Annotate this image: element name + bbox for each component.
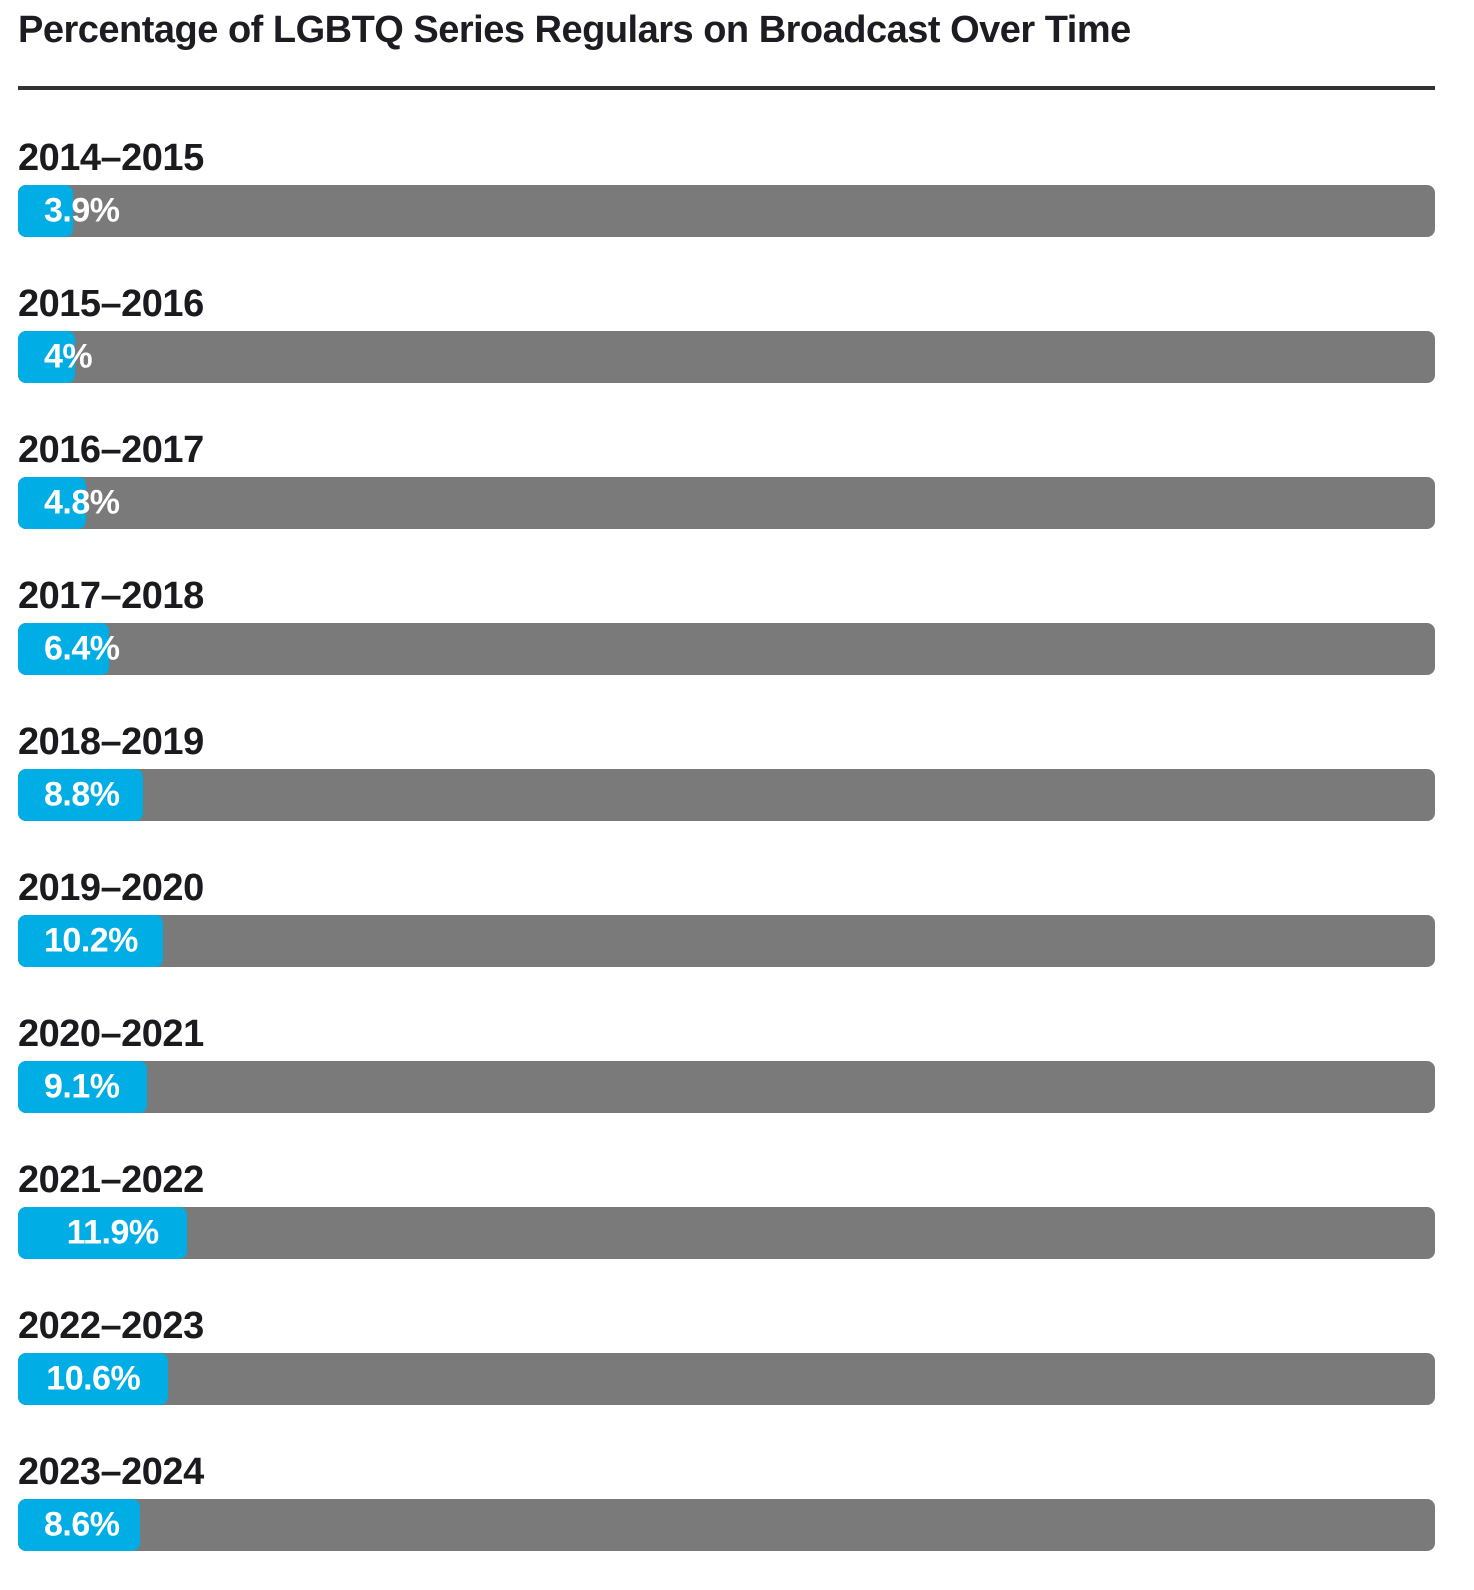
bar-fill: [18, 185, 74, 237]
bar-value-label: 6.4%: [44, 629, 120, 668]
bar-row: 2018–2019 8.8%: [18, 722, 1435, 821]
bar-track: 3.9%: [18, 185, 1435, 237]
bar-row-label: 2016–2017: [18, 429, 204, 471]
bar-track: 4.8%: [18, 477, 1435, 529]
bar-row-label: 2020–2021: [18, 1013, 204, 1055]
bar-row-label: 2015–2016: [18, 283, 204, 325]
bar-row: 2023–2024 8.6%: [18, 1452, 1435, 1551]
bar-row: 2017–2018 6.4%: [18, 576, 1435, 675]
bar-track: 8.6%: [18, 1499, 1435, 1551]
bar-row-label: 2018–2019: [18, 721, 204, 763]
bar-fill: [18, 477, 87, 529]
bar-value-label: 10.6%: [46, 1359, 141, 1398]
bar-fill: [18, 331, 75, 383]
bar-track: 6.4%: [18, 623, 1435, 675]
bar-row-label: 2021–2022: [18, 1159, 204, 1201]
bar-row: 2016–2017 4.8%: [18, 430, 1435, 529]
bar-fill: [18, 623, 109, 675]
bar-row-label: 2022–2023: [18, 1305, 204, 1347]
bar-value-label: 4.8%: [44, 483, 120, 522]
bar-row-label: 2017–2018: [18, 575, 204, 617]
bar-track: 8.8%: [18, 769, 1435, 821]
bar-value-label: 10.2%: [44, 921, 138, 960]
bar-value-label: 8.8%: [44, 775, 120, 814]
bar-row-label: 2014–2015: [18, 137, 204, 179]
bar-row: 2022–2023 10.6%: [18, 1306, 1435, 1405]
bar-fill: [18, 1207, 187, 1259]
bar-value-label: 4%: [44, 337, 93, 376]
bar-row: 2014–2015 3.9%: [18, 138, 1435, 237]
page-title: Percentage of LGBTQ Series Regulars on B…: [18, 9, 1131, 51]
title-divider: [18, 86, 1435, 90]
bar-row: 2020–2021 9.1%: [18, 1014, 1435, 1113]
bar-fill: [18, 1499, 140, 1551]
bar-row: 2015–2016 4%: [18, 284, 1435, 383]
bar-fill: [18, 915, 163, 967]
bar-track: 10.2%: [18, 915, 1435, 967]
bar-row-label: 2019–2020: [18, 867, 204, 909]
bar-row: 2021–2022 11.9%: [18, 1160, 1435, 1259]
bar-track: 11.9%: [18, 1207, 1435, 1259]
bar-fill: [18, 1061, 147, 1113]
bar-row-label: 2023–2024: [18, 1451, 204, 1493]
bar-value-label: 11.9%: [66, 1213, 160, 1252]
bar-value-label: 8.6%: [44, 1505, 120, 1544]
chart: Percentage of LGBTQ Series Regulars on B…: [18, 9, 1435, 1551]
bar-track: 9.1%: [18, 1061, 1435, 1113]
bar-fill: [18, 1353, 169, 1405]
bar-rows: 2014–2015 3.9% 2015–2016 4% 2016–2017 4.…: [18, 138, 1435, 1551]
bar-value-label: 9.1%: [44, 1067, 120, 1106]
bar-fill: [18, 769, 143, 821]
bar-track: 10.6%: [18, 1353, 1435, 1405]
bar-value-label: 3.9%: [44, 191, 120, 230]
bar-row: 2019–2020 10.2%: [18, 868, 1435, 967]
bar-track: 4%: [18, 331, 1435, 383]
